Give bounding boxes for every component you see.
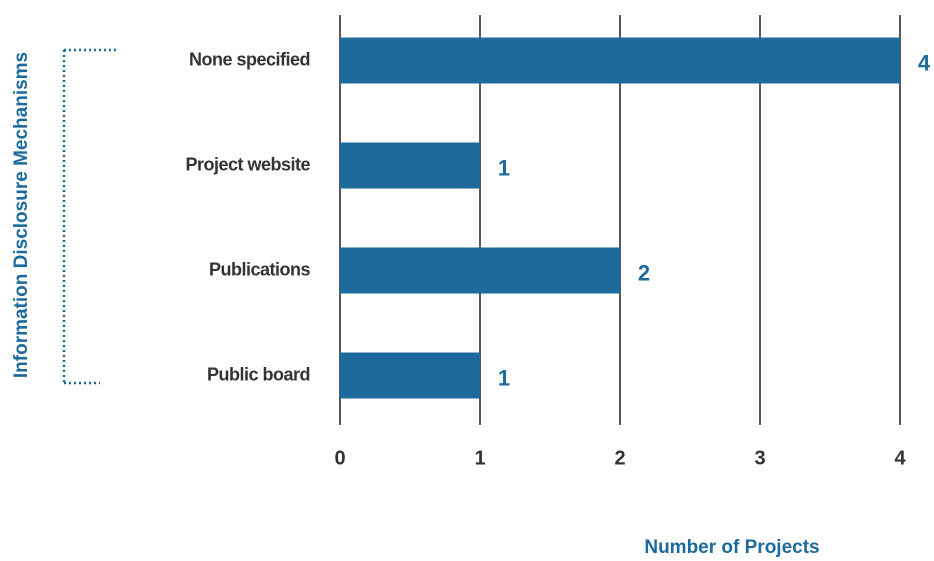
x-tick-label: 1 [474,447,485,469]
bar [340,37,900,84]
y-tick-label: Project website [185,154,310,174]
x-tick-label: 0 [334,447,345,469]
y-axis-label: Information Disclosure Mechanisms [11,52,32,378]
x-axis-label: Number of Projects [644,537,819,558]
y-tick-label: Publications [209,259,311,279]
y-tick-label: None specified [189,49,310,69]
bar [340,352,480,399]
bar [340,142,480,189]
value-label: 2 [638,260,650,285]
x-tick-label: 2 [614,447,625,469]
value-label: 1 [498,155,510,180]
value-label: 4 [918,50,931,75]
y-tick-label: Public board [207,364,310,384]
x-tick-label: 4 [894,447,906,469]
bracket [62,48,118,385]
x-tick-label: 3 [754,447,765,469]
value-label: 1 [498,365,510,390]
bar [340,247,620,294]
